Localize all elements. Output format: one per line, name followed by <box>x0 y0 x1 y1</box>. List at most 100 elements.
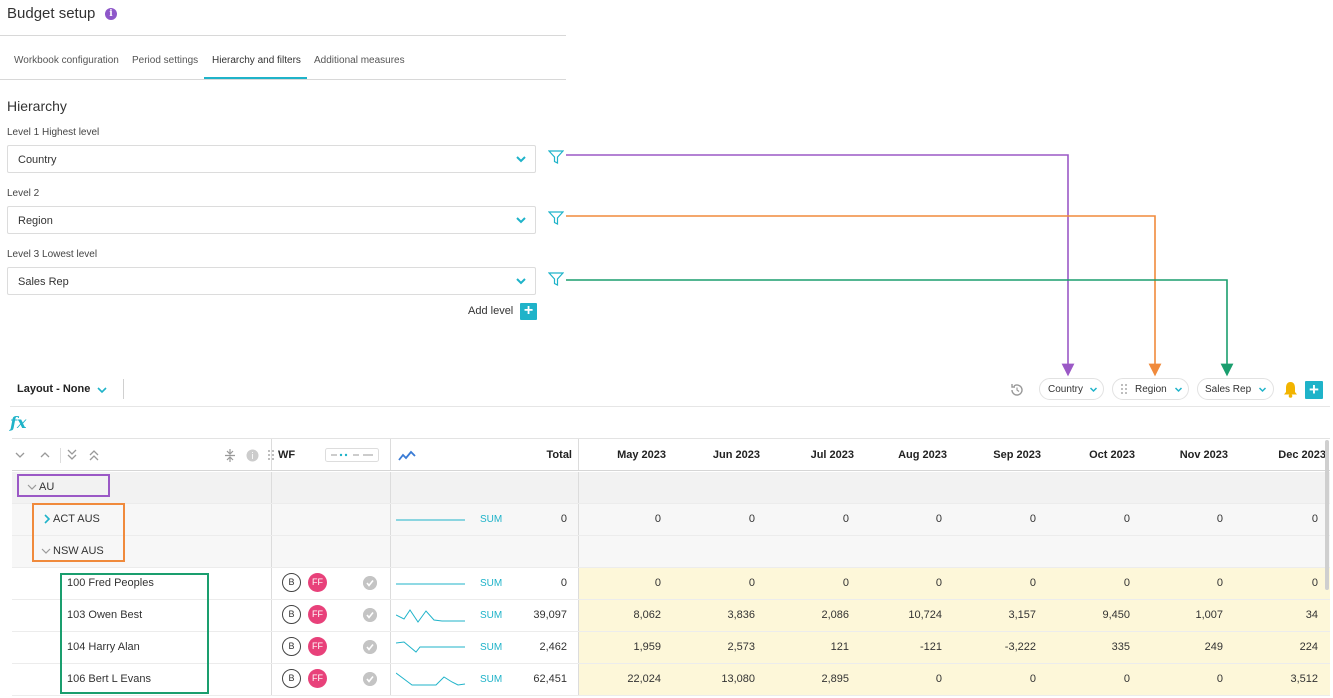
total-cell: 2,462 <box>539 641 567 653</box>
table-row[interactable]: 104 Harry Alan B FF SUM 2,462 1,959 2,57… <box>12 632 1330 664</box>
month-cell[interactable]: 249 <box>1204 641 1223 653</box>
level-1-select[interactable]: Country <box>7 145 536 173</box>
table-row[interactable]: 100 Fred Peoples B FF SUM 0 0 0 0 0 0 0 … <box>12 568 1330 600</box>
aggregation-label[interactable]: SUM <box>480 610 503 621</box>
formula-icon[interactable]: fx <box>10 413 27 432</box>
month-cell[interactable]: 10,724 <box>908 609 942 621</box>
layout-selector[interactable]: Layout - None <box>17 383 91 395</box>
aggregation-label[interactable]: SUM <box>480 514 503 525</box>
month-cell[interactable]: 3,836 <box>727 609 755 621</box>
check-icon[interactable] <box>363 608 377 622</box>
chevron-down-icon[interactable] <box>96 384 108 396</box>
month-header: Aug 2023 <box>898 449 947 461</box>
country-filter-label: Country <box>1048 384 1084 395</box>
month-cell[interactable]: 0 <box>1123 673 1130 685</box>
table-row[interactable]: AU <box>12 472 1330 504</box>
month-cell[interactable]: 2,086 <box>821 609 849 621</box>
region-filter-pill[interactable]: Region <box>1112 378 1189 400</box>
month-cell[interactable]: 1,959 <box>633 641 661 653</box>
month-cell[interactable]: 0 <box>1216 577 1223 589</box>
add-button[interactable]: + <box>1305 381 1323 399</box>
history-icon[interactable] <box>1009 382 1025 398</box>
chevron-down-icon[interactable] <box>27 483 37 491</box>
table-row[interactable]: 103 Owen Best B FF SUM 39,097 8,062 3,83… <box>12 600 1330 632</box>
month-cell[interactable]: -121 <box>919 641 942 653</box>
country-filter-pill[interactable]: Country <box>1039 378 1104 400</box>
row-height-icon[interactable] <box>224 448 236 463</box>
table-row[interactable]: 106 Bert L Evans B FF SUM 62,451 22,024 … <box>12 664 1330 696</box>
aggregation-label[interactable]: SUM <box>480 674 503 685</box>
tab-hierarchy-and-filters[interactable]: Hierarchy and filters <box>212 55 301 66</box>
info-circle-icon[interactable]: i <box>246 449 259 462</box>
month-cell[interactable]: 3,157 <box>1008 609 1036 621</box>
bell-icon[interactable] <box>1283 381 1298 398</box>
drag-handle-icon[interactable] <box>1121 384 1127 394</box>
expand-all-icon[interactable] <box>67 449 77 461</box>
month-cell[interactable]: 0 <box>1029 673 1036 685</box>
month-cell[interactable]: 0 <box>1123 577 1130 589</box>
level-3-value: Sales Rep <box>18 276 69 288</box>
month-cell[interactable]: -3,222 <box>1004 641 1036 653</box>
month-cell[interactable]: 2,573 <box>727 641 755 653</box>
check-icon[interactable] <box>363 576 377 590</box>
view-toggle-icon[interactable] <box>325 448 379 462</box>
chevron-up-icon[interactable] <box>40 451 50 459</box>
drag-handle-icon[interactable] <box>268 449 274 461</box>
aggregation-label[interactable]: SUM <box>480 578 503 589</box>
tab-additional-measures[interactable]: Additional measures <box>314 55 405 66</box>
sparkline <box>396 672 466 686</box>
table-row[interactable]: NSW AUS <box>12 536 1330 568</box>
tab-workbook-configuration[interactable]: Workbook configuration <box>14 55 119 66</box>
filter-icon[interactable] <box>548 272 564 286</box>
month-cell[interactable]: 0 <box>842 577 849 589</box>
user-avatar[interactable]: FF <box>308 573 327 592</box>
budget-badge[interactable]: B <box>282 669 301 688</box>
month-cell[interactable]: 0 <box>1216 673 1223 685</box>
month-cell[interactable]: 121 <box>830 641 849 653</box>
chevron-down-icon <box>1258 387 1267 393</box>
chevron-down-icon[interactable] <box>41 547 51 555</box>
trend-line-icon[interactable] <box>398 450 416 462</box>
table-row[interactable]: ACT AUS SUM 0 0 0 0 0 0 0 0 0 <box>12 504 1330 536</box>
user-avatar[interactable]: FF <box>308 669 327 688</box>
user-avatar[interactable]: FF <box>308 605 327 624</box>
add-level-label[interactable]: Add level <box>468 305 514 317</box>
month-cell[interactable]: 1,007 <box>1195 609 1223 621</box>
sales-rep-filter-pill[interactable]: Sales Rep <box>1197 378 1274 400</box>
month-cell[interactable]: 0 <box>935 673 942 685</box>
month-header: Jul 2023 <box>810 449 854 461</box>
aggregation-label[interactable]: SUM <box>480 642 503 653</box>
month-cell[interactable]: 0 <box>654 577 661 589</box>
month-cell[interactable]: 8,062 <box>633 609 661 621</box>
month-cell[interactable]: 224 <box>1299 641 1318 653</box>
check-icon[interactable] <box>363 672 377 686</box>
check-icon[interactable] <box>363 640 377 654</box>
chevron-down-icon[interactable] <box>15 451 25 459</box>
month-cell[interactable]: 0 <box>935 577 942 589</box>
level-2-select[interactable]: Region <box>7 206 536 234</box>
collapse-all-icon[interactable] <box>89 449 99 461</box>
tab-period-settings[interactable]: Period settings <box>132 55 199 66</box>
month-cell[interactable]: 0 <box>1029 577 1036 589</box>
user-avatar[interactable]: FF <box>308 637 327 656</box>
chevron-right-icon[interactable] <box>43 514 51 524</box>
budget-badge[interactable]: B <box>282 637 301 656</box>
month-cell[interactable]: 2,895 <box>821 673 849 685</box>
budget-badge[interactable]: B <box>282 573 301 592</box>
info-icon[interactable]: i <box>105 8 117 20</box>
vertical-scrollbar[interactable] <box>1325 440 1329 590</box>
month-cell[interactable]: 34 <box>1305 609 1318 621</box>
total-cell: 62,451 <box>533 673 567 685</box>
filter-icon[interactable] <box>548 150 564 164</box>
filter-icon[interactable] <box>548 211 564 225</box>
month-cell[interactable]: 9,450 <box>1102 609 1130 621</box>
budget-badge[interactable]: B <box>282 605 301 624</box>
month-cell[interactable]: 0 <box>1311 577 1318 589</box>
add-level-button[interactable]: + <box>520 303 537 320</box>
month-cell[interactable]: 22,024 <box>627 673 661 685</box>
month-cell[interactable]: 13,080 <box>721 673 755 685</box>
level-3-select[interactable]: Sales Rep <box>7 267 536 295</box>
month-cell[interactable]: 0 <box>748 577 755 589</box>
month-cell[interactable]: 3,512 <box>1290 673 1318 685</box>
month-cell[interactable]: 335 <box>1111 641 1130 653</box>
